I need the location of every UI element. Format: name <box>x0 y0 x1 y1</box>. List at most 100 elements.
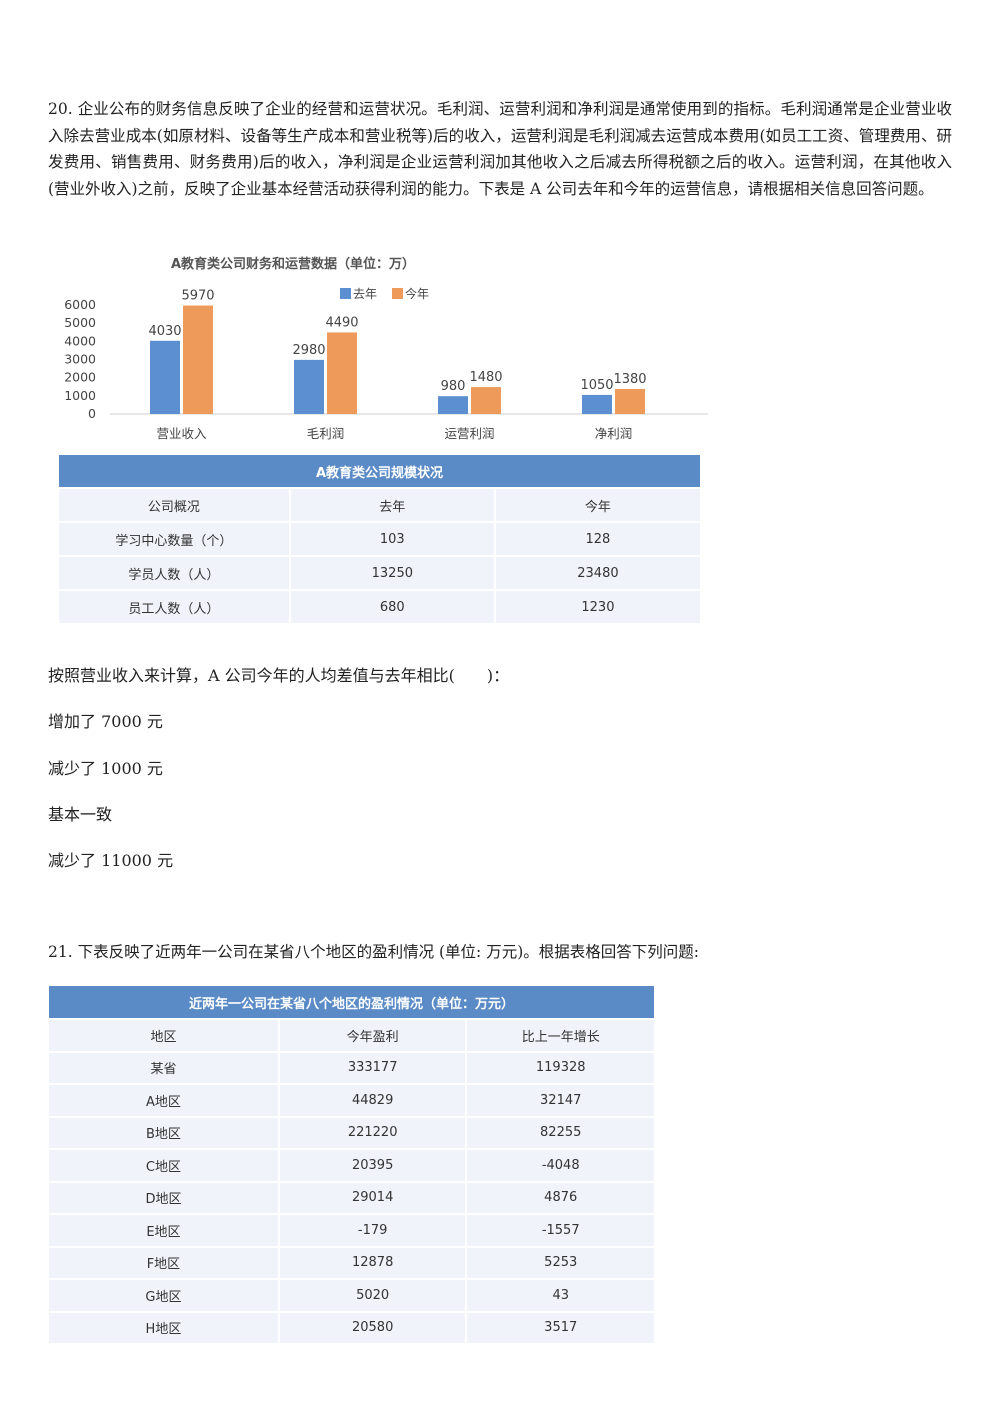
x-category-label: 净利润 <box>595 426 633 441</box>
table-cell: 员工人数（人） <box>59 589 290 623</box>
table-header-row: 地区 今年盈利 比上一年增长 <box>49 1018 654 1052</box>
table-cell: 32147 <box>465 1083 654 1117</box>
table-row: 学员人数（人） 13250 23480 <box>59 555 700 590</box>
table-row: 员工人数（人） 680 1230 <box>59 589 700 623</box>
question-20-text: 20. 企业公布的财务信息反映了企业的经营和运营状况。毛利润、运营利润和净利润是… <box>48 100 952 198</box>
table-cell: 学员人数（人） <box>59 555 290 590</box>
y-tick-label: 3000 <box>64 352 96 367</box>
chart-title: A教育类公司财务和运营数据（单位：万） <box>171 256 415 272</box>
table-cell: 333177 <box>277 1050 467 1084</box>
table-row: H地区 20580 3517 <box>49 1310 654 1343</box>
table-cell: 103 <box>288 521 495 556</box>
bar <box>294 359 324 414</box>
table-cell: G地区 <box>49 1278 279 1312</box>
table-header-row: 公司概况 去年 今年 <box>59 487 700 522</box>
bar <box>183 305 213 414</box>
bar <box>471 387 501 414</box>
table-row: A地区 44829 32147 <box>49 1083 654 1117</box>
bar <box>327 332 357 414</box>
table-cell: 5020 <box>277 1278 467 1312</box>
table-cell: 1230 <box>493 589 700 623</box>
column-header: 地区 <box>49 1018 279 1052</box>
table-cell: E地区 <box>49 1213 279 1247</box>
bar <box>438 396 468 414</box>
table-cell: 119328 <box>465 1050 654 1084</box>
table-cell: H地区 <box>49 1310 279 1343</box>
y-tick-label: 1000 <box>64 388 96 403</box>
column-header: 去年 <box>288 487 495 522</box>
table-row: E地区 -179 -1557 <box>49 1213 654 1247</box>
bar-value-label: 1480 <box>469 370 502 385</box>
scale-table: A教育类公司规模状况 公司概况 去年 今年 学习中心数量（个） 103 128 … <box>59 455 700 623</box>
table-cell: 12878 <box>277 1245 467 1279</box>
table-cell: 221220 <box>277 1115 467 1149</box>
bar-value-label: 980 <box>441 379 466 394</box>
table-row: 学习中心数量（个） 103 128 <box>59 521 700 556</box>
legend-label: 今年 <box>405 286 429 301</box>
table-cell: 某省 <box>49 1050 279 1084</box>
option-b[interactable]: 减少了 1000 元 <box>48 759 163 778</box>
table-row: G地区 5020 43 <box>49 1278 654 1312</box>
table-cell: -4048 <box>465 1148 654 1182</box>
table-cell: 128 <box>493 521 700 556</box>
finance-bar-chart: A教育类公司财务和运营数据（单位：万） 去年 今年 6000 5000 4000 300… <box>64 256 708 441</box>
region-profit-table: 近两年一公司在某省八个地区的盈利情况（单位：万元） 地区 今年盈利 比上一年增长… <box>49 986 654 1343</box>
table-cell: 20580 <box>277 1310 467 1343</box>
bar <box>150 340 180 414</box>
bar-value-label: 4490 <box>325 315 358 330</box>
table-cell: -1557 <box>465 1213 654 1247</box>
table-cell: A地区 <box>49 1083 279 1117</box>
legend-label: 去年 <box>353 287 377 301</box>
table-caption: 近两年一公司在某省八个地区的盈利情况（单位：万元） <box>49 986 654 1019</box>
table-row: B地区 221220 82255 <box>49 1115 654 1149</box>
y-tick-label: 5000 <box>64 315 96 330</box>
y-tick-label: 6000 <box>64 297 96 312</box>
question-20-prompt: 按照营业收入来计算，A 公司今年的人均差值与去年相比( )： <box>48 666 510 685</box>
table-cell: 29014 <box>277 1180 467 1214</box>
question-21-text: 21. 下表反映了近两年一公司在某省八个地区的盈利情况 (单位: 万元)。根据表… <box>48 943 699 961</box>
table-cell: F地区 <box>49 1245 279 1279</box>
y-axis-ticks: 6000 5000 4000 3000 2000 1000 0 <box>64 297 96 421</box>
table-cell: 13250 <box>288 555 495 590</box>
y-tick-label: 0 <box>88 406 96 421</box>
table-cell: 23480 <box>493 555 700 590</box>
bar-value-label: 1380 <box>613 372 646 387</box>
table-cell: 82255 <box>465 1115 654 1149</box>
bar-value-label: 2980 <box>292 343 325 358</box>
bar-value-label: 1050 <box>580 378 613 393</box>
table-cell: 学习中心数量（个） <box>59 521 290 556</box>
table-row: C地区 20395 -4048 <box>49 1148 654 1182</box>
option-a[interactable]: 增加了 7000 元 <box>48 712 163 731</box>
option-c[interactable]: 基本一致 <box>48 805 113 824</box>
table-cell: 43 <box>465 1278 654 1312</box>
x-category-label: 营业收入 <box>156 426 207 441</box>
column-header: 公司概况 <box>59 487 290 522</box>
table-cell: D地区 <box>49 1180 279 1214</box>
legend-swatch <box>340 288 351 299</box>
column-header: 今年 <box>493 487 700 522</box>
table-cell: C地区 <box>49 1148 279 1182</box>
table-cell: B地区 <box>49 1115 279 1149</box>
table-cell: 20395 <box>277 1148 467 1182</box>
table-cell: -179 <box>277 1213 467 1247</box>
table-caption: A教育类公司规模状况 <box>59 455 700 488</box>
table-cell: 5253 <box>465 1245 654 1279</box>
y-tick-label: 2000 <box>64 370 96 385</box>
bar <box>615 388 645 414</box>
table-cell: 4876 <box>465 1180 654 1214</box>
x-category-label: 毛利润 <box>307 426 345 441</box>
table-cell: 3517 <box>465 1310 654 1343</box>
table-cell: 680 <box>288 589 495 623</box>
y-tick-label: 4000 <box>64 333 96 348</box>
column-header: 比上一年增长 <box>465 1018 654 1052</box>
bar-value-label: 5970 <box>181 289 214 304</box>
bar-value-label: 4030 <box>148 324 181 339</box>
column-header: 今年盈利 <box>277 1018 467 1052</box>
option-d[interactable]: 减少了 11000 元 <box>48 851 174 870</box>
legend-swatch <box>392 288 403 299</box>
x-category-label: 运营利润 <box>444 426 494 441</box>
bar <box>582 394 612 414</box>
table-row: F地区 12878 5253 <box>49 1245 654 1279</box>
chart-legend: 去年 今年 <box>340 286 429 301</box>
